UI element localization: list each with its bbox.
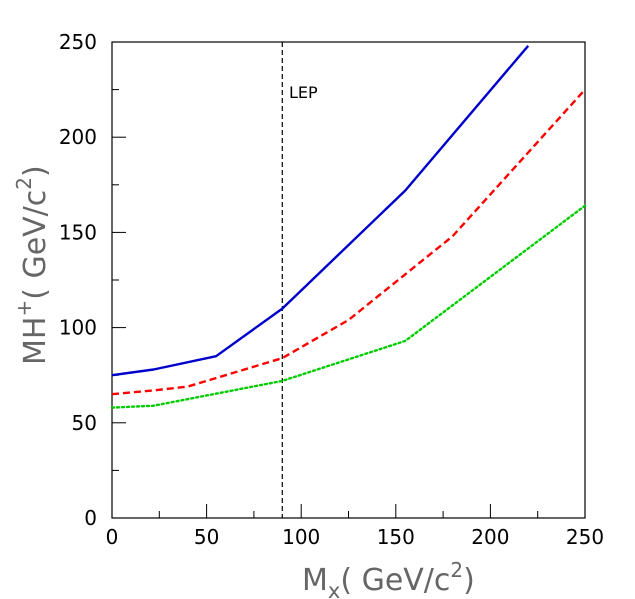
x-tick-label: 150 (377, 525, 415, 549)
x-tick-label: 200 (471, 525, 509, 549)
plot-frame (111, 41, 586, 519)
y-tick-label: 250 (59, 30, 97, 54)
y-tick-label: 50 (72, 411, 97, 435)
x-axis-label-close: ) (463, 563, 475, 598)
x-axis-label: Mx( GeV/c2) (302, 558, 475, 599)
x-tick-label: 50 (194, 525, 219, 549)
y-tick-label: 200 (59, 125, 97, 149)
x-tick-label: 0 (106, 525, 119, 549)
y-tick-label: 0 (84, 506, 97, 530)
y-axis-label-sup: + (12, 300, 36, 317)
series-line-dashed (111, 88, 586, 396)
x-axis-label-sup: 2 (450, 558, 463, 582)
series-line-solid (111, 45, 530, 377)
lep-label: LEP (289, 83, 318, 102)
y-tick-label: 150 (59, 220, 97, 244)
x-axis-label-rest: ( GeV/c (340, 563, 450, 598)
y-axis-label-sup2: 2 (12, 177, 36, 190)
y-tick-label: 100 (59, 316, 97, 340)
series-line-dotted (110, 204, 587, 409)
y-axis-label-close: ) (18, 165, 53, 177)
tick-marks (111, 41, 586, 519)
tick-labels: 0 50 100 150 200 250 0 50 100 150 200 250 (59, 30, 604, 549)
y-axis-label-rest: ( GeV/c (18, 190, 53, 300)
x-axis-label-sub: x (328, 579, 340, 599)
x-tick-label: 250 (566, 525, 604, 549)
x-tick-label: 100 (282, 525, 320, 549)
y-axis-label: MH+( GeV/c2) (12, 165, 53, 365)
series-lines (110, 45, 587, 409)
y-axis-label-base: MH (18, 317, 53, 365)
x-axis-label-base: M (302, 563, 328, 598)
